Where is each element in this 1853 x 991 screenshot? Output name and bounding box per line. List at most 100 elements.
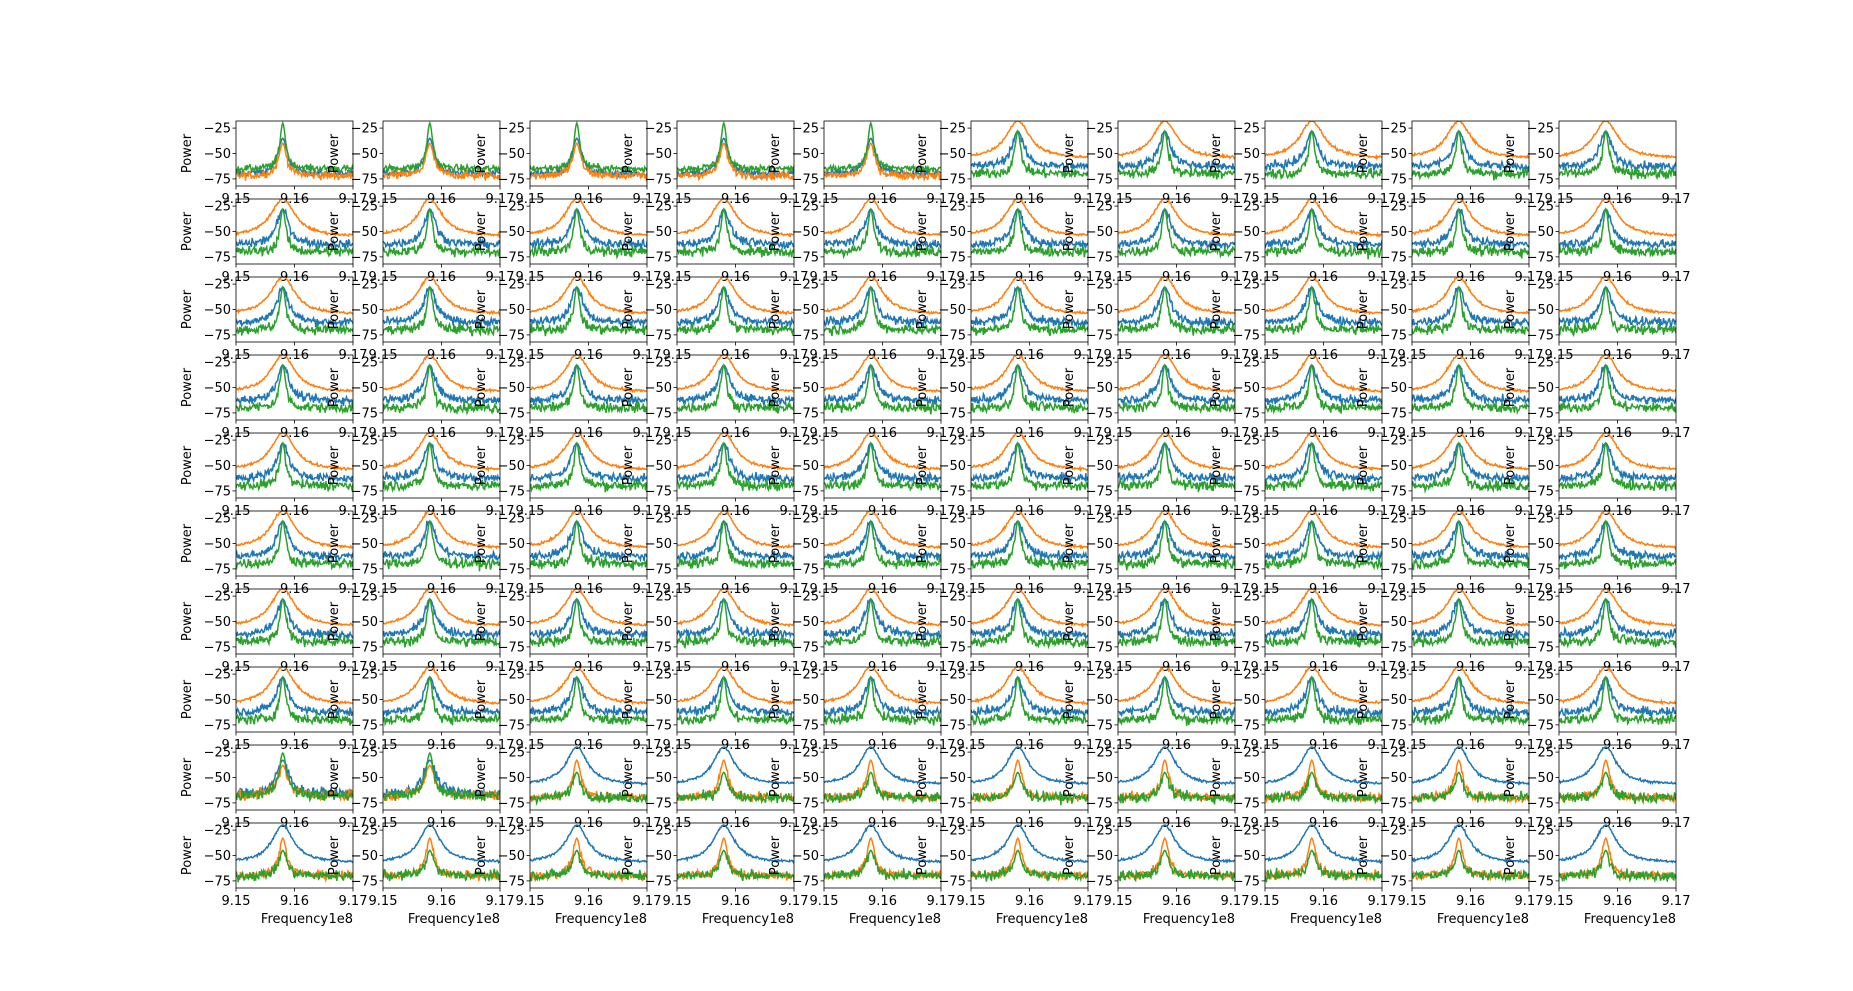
series-line-2 (677, 519, 794, 570)
y-tick-label: −50 (498, 537, 525, 552)
y-tick-label: −75 (1380, 718, 1407, 733)
y-tick-label: −75 (204, 718, 231, 733)
x-tick-label: 9.16 (1162, 738, 1191, 753)
y-tick-label: −50 (1527, 693, 1554, 708)
series-line-2 (1118, 597, 1235, 648)
y-tick-label: −75 (204, 172, 231, 187)
series-line-1 (824, 355, 941, 394)
y-tick-label: −50 (645, 225, 672, 240)
series-line-0 (824, 676, 941, 719)
series-line-1 (383, 667, 500, 706)
series-line-1 (383, 589, 500, 627)
y-tick-label: −25 (1086, 434, 1113, 449)
x-tick-label: 9.16 (1309, 348, 1338, 363)
y-tick-label: −75 (1233, 562, 1260, 577)
series-line-1 (677, 355, 794, 393)
y-tick-label: −25 (204, 668, 231, 683)
series-line-2 (1265, 441, 1382, 493)
x-tick-label: 9.16 (1603, 738, 1632, 753)
x-tick-label: 9.16 (574, 816, 603, 831)
series-line-1 (1265, 277, 1382, 316)
y-axis-label: Power (915, 289, 930, 329)
y-tick-label: −50 (939, 693, 966, 708)
series-line-0 (383, 286, 500, 328)
y-axis-label: Power (768, 367, 783, 407)
x-offset-label: 1e8 (622, 912, 647, 927)
series-line-0 (530, 442, 647, 485)
y-axis-label: Power (327, 835, 342, 875)
series-line-2 (1412, 129, 1529, 181)
y-tick-label: −50 (498, 615, 525, 630)
series-line-1 (236, 433, 353, 472)
y-tick-label: −75 (204, 796, 231, 811)
series-line-2 (824, 771, 941, 805)
y-tick-label: −75 (939, 250, 966, 265)
series-line-1 (971, 277, 1088, 315)
series-line-1 (1412, 667, 1529, 705)
y-tick-label: −50 (645, 459, 672, 474)
series-line-0 (1118, 442, 1235, 484)
series-line-0 (383, 676, 500, 718)
series-line-2 (677, 849, 794, 882)
series-line-0 (1412, 286, 1529, 328)
series-line-0 (236, 676, 353, 718)
y-tick-label: −75 (1086, 406, 1113, 421)
series-line-0 (530, 286, 647, 328)
y-axis-label: Power (915, 523, 930, 563)
series-line-1 (530, 589, 647, 628)
x-tick-label: 9.15 (810, 894, 839, 909)
y-tick-label: −25 (498, 122, 525, 137)
y-tick-label: −75 (1233, 250, 1260, 265)
x-tick-label: 9.16 (721, 738, 750, 753)
series-line-0 (1265, 676, 1382, 720)
series-line-2 (1265, 849, 1382, 884)
y-tick-label: −75 (1527, 328, 1554, 343)
y-tick-label: −50 (1233, 459, 1260, 474)
series-line-0 (1118, 746, 1235, 787)
series-line-0 (1559, 676, 1676, 720)
series-line-0 (1559, 520, 1676, 563)
series-line-0 (1412, 442, 1529, 485)
series-line-1 (1118, 511, 1235, 549)
x-tick-label: 9.16 (1309, 738, 1338, 753)
series-line-0 (971, 824, 1088, 864)
series-line-0 (677, 746, 794, 785)
series-line-1 (824, 667, 941, 705)
series-line-1 (824, 142, 941, 182)
y-axis-label: Power (474, 211, 489, 251)
y-tick-label: −50 (792, 303, 819, 318)
series-line-0 (1265, 824, 1382, 865)
y-tick-label: −50 (351, 771, 378, 786)
y-tick-label: −25 (1380, 356, 1407, 371)
y-axis-label: Power (474, 601, 489, 641)
x-tick-label: 9.16 (868, 738, 897, 753)
y-tick-label: −75 (204, 406, 231, 421)
y-tick-label: −50 (1380, 771, 1407, 786)
series-line-1 (383, 355, 500, 394)
y-tick-label: −50 (1086, 381, 1113, 396)
y-tick-label: −75 (351, 562, 378, 577)
axes-frame (1558, 510, 1677, 577)
series-line-1 (1412, 433, 1529, 471)
y-tick-label: −50 (939, 381, 966, 396)
y-tick-label: −25 (1233, 356, 1260, 371)
x-tick-label: 9.17 (1662, 894, 1691, 909)
y-tick-label: −75 (498, 718, 525, 733)
series-line-1 (1118, 277, 1235, 315)
y-axis-label: Power (1356, 289, 1371, 329)
y-tick-label: −75 (1527, 562, 1554, 577)
y-tick-label: −50 (204, 381, 231, 396)
series-line-2 (824, 363, 941, 415)
y-axis-label: Power (915, 835, 930, 875)
y-tick-label: −50 (939, 537, 966, 552)
y-tick-label: −75 (1086, 640, 1113, 655)
series-line-1 (677, 511, 794, 549)
series-line-2 (1412, 441, 1529, 494)
y-axis-label: Power (1062, 523, 1077, 563)
series-line-1 (1265, 355, 1382, 394)
series-line-0 (1412, 208, 1529, 251)
